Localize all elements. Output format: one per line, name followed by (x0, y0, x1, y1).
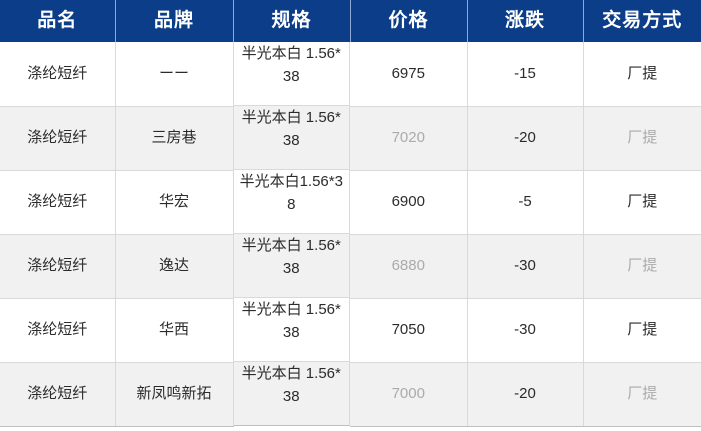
column-header-change[interactable]: 涨跌 (467, 0, 584, 42)
cell-change: -20 (467, 362, 584, 427)
cell-brand: 华西 (115, 298, 234, 363)
cell-spec: 半光本白 1.56*38 (233, 298, 350, 362)
cell-spec: 半光本白 1.56*38 (233, 106, 350, 170)
cell-change: -20 (467, 106, 584, 171)
cell-brand: ーー (115, 42, 234, 107)
cell-price: 6975 (350, 42, 468, 107)
table-body: 涤纶短纤 ーー 半光本白 1.56*38 6975 -15 厂提 涤纶短纤 三房巷 半光本白 1… (0, 42, 701, 427)
cell-trade: 厂提 (583, 234, 701, 299)
cell-change: -5 (467, 170, 584, 235)
cell-price: 7020 (350, 106, 468, 171)
header-row: 品名 品牌 规格 价格 涨跌 交易方式 (0, 0, 701, 42)
column-header-price[interactable]: 价格 (350, 0, 468, 42)
cell-brand: 华宏 (115, 170, 234, 235)
cell-trade: 厂提 (583, 298, 701, 363)
cell-change: -30 (467, 234, 584, 299)
cell-product: 涤纶短纤 (0, 170, 116, 235)
cell-brand: 新凤鸣新拓 (115, 362, 234, 427)
cell-trade: 厂提 (583, 42, 701, 107)
cell-change: -15 (467, 42, 584, 107)
table-row[interactable]: 涤纶短纤 华宏 半光本白1.56*38 6900 -5 厂提 (0, 170, 701, 235)
cell-spec: 半光本白 1.56*38 (233, 362, 350, 426)
cell-product: 涤纶短纤 (0, 106, 116, 171)
cell-price: 7050 (350, 298, 468, 363)
cell-brand: 逸达 (115, 234, 234, 299)
cell-price: 6900 (350, 170, 468, 235)
table-row[interactable]: 涤纶短纤 逸达 半光本白 1.56*38 6880 -30 厂提 (0, 234, 701, 299)
column-header-product[interactable]: 品名 (0, 0, 116, 42)
cell-price: 7000 (350, 362, 468, 427)
cell-brand: 三房巷 (115, 106, 234, 171)
column-header-trade[interactable]: 交易方式 (583, 0, 701, 42)
table-row[interactable]: 涤纶短纤 ーー 半光本白 1.56*38 6975 -15 厂提 (0, 42, 701, 107)
column-header-spec[interactable]: 规格 (233, 0, 351, 42)
table-header: 品名 品牌 规格 价格 涨跌 交易方式 (0, 0, 701, 42)
cell-trade: 厂提 (583, 106, 701, 171)
cell-change: -30 (467, 298, 584, 363)
cell-product: 涤纶短纤 (0, 298, 116, 363)
cell-product: 涤纶短纤 (0, 362, 116, 427)
column-header-brand[interactable]: 品牌 (115, 0, 234, 42)
cell-spec: 半光本白 1.56*38 (233, 42, 350, 106)
table-row[interactable]: 涤纶短纤 三房巷 半光本白 1.56*38 7020 -20 厂提 (0, 106, 701, 171)
cell-spec: 半光本白1.56*38 (233, 170, 350, 234)
cell-trade: 厂提 (583, 170, 701, 235)
cell-price: 6880 (350, 234, 468, 299)
cell-spec: 半光本白 1.56*38 (233, 234, 350, 298)
table-row[interactable]: 涤纶短纤 华西 半光本白 1.56*38 7050 -30 厂提 (0, 298, 701, 363)
table-row[interactable]: 涤纶短纤 新凤鸣新拓 半光本白 1.56*38 7000 -20 厂提 (0, 362, 701, 427)
cell-trade: 厂提 (583, 362, 701, 427)
cell-product: 涤纶短纤 (0, 42, 116, 107)
cell-product: 涤纶短纤 (0, 234, 116, 299)
